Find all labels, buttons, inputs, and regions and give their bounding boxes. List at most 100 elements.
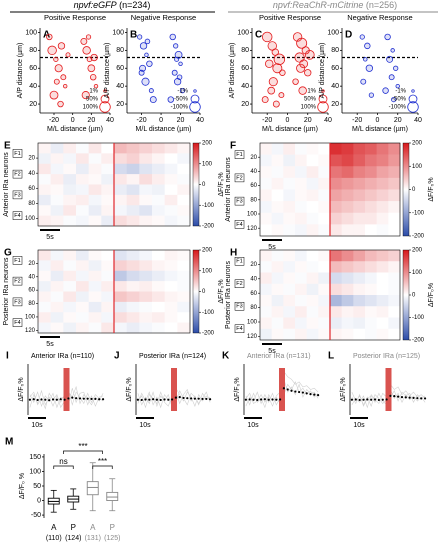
colorbar-label: 0 bbox=[412, 293, 416, 299]
heat-cell bbox=[318, 250, 331, 262]
heat-cell bbox=[114, 250, 127, 261]
mean-point bbox=[86, 397, 89, 400]
heat-cell bbox=[63, 215, 77, 227]
heat-cell bbox=[353, 224, 366, 237]
heat-cell bbox=[341, 250, 354, 262]
header-right: npvf:ReaChR-mCitrine (n=256) bbox=[273, 0, 397, 10]
heat-cell bbox=[306, 328, 319, 341]
mean-point bbox=[267, 398, 270, 401]
heat-cell bbox=[126, 174, 140, 185]
mean-point bbox=[36, 398, 39, 402]
heat-cell bbox=[139, 322, 153, 334]
heat-cell bbox=[271, 295, 284, 307]
heat-cell bbox=[341, 166, 354, 179]
heat-cell bbox=[152, 301, 165, 313]
panel-letter: I bbox=[6, 351, 9, 362]
heat-cell bbox=[88, 301, 102, 313]
heat-cell bbox=[283, 317, 296, 330]
group-box bbox=[12, 169, 23, 179]
panel-letter: E bbox=[4, 141, 11, 152]
heat-cell bbox=[101, 301, 115, 313]
heat-cell bbox=[330, 201, 342, 214]
category-label: A bbox=[51, 523, 57, 532]
heat-cell bbox=[330, 272, 342, 285]
legend-label: 50% bbox=[304, 97, 317, 103]
y-tick-label: 80 bbox=[28, 201, 35, 207]
heat-cell bbox=[38, 143, 51, 154]
y-axis-label: Anterior IRa neurons bbox=[3, 152, 10, 217]
heat-cell bbox=[38, 312, 51, 323]
mean-point bbox=[55, 398, 58, 401]
heat-cell bbox=[63, 174, 77, 185]
heat-cell bbox=[306, 283, 319, 296]
heat-cell bbox=[164, 143, 178, 154]
colorbar-label: -100 bbox=[202, 203, 215, 209]
legend-marker bbox=[99, 101, 111, 113]
group-box bbox=[12, 149, 23, 158]
heat-cell bbox=[101, 322, 115, 334]
x-tick-label: -20 bbox=[49, 117, 59, 124]
heat-cell bbox=[76, 322, 89, 334]
heat-cell bbox=[152, 281, 165, 292]
legend-label: -100% bbox=[171, 105, 189, 111]
point bbox=[90, 53, 98, 62]
heat-cell bbox=[306, 212, 319, 225]
heat-cell bbox=[139, 153, 153, 165]
colorbar-label: 100 bbox=[412, 270, 423, 276]
mean-point bbox=[78, 397, 82, 400]
y-tick-label: 120 bbox=[247, 334, 258, 340]
point bbox=[384, 33, 391, 41]
point bbox=[273, 53, 286, 66]
significance-label: *** bbox=[78, 442, 87, 451]
heat-cell bbox=[376, 283, 389, 296]
mean-point bbox=[389, 394, 392, 397]
heat-cell bbox=[318, 143, 331, 155]
colorbar-title: ΔF/F₀% bbox=[428, 283, 435, 307]
panel-title: Negative Response bbox=[347, 13, 412, 22]
heat-cell bbox=[152, 153, 165, 165]
heat-cell bbox=[76, 250, 89, 261]
heat-cell bbox=[388, 177, 401, 190]
y-tick-label: 40 bbox=[250, 169, 257, 175]
heat-cell bbox=[114, 174, 127, 185]
mean-point bbox=[366, 398, 369, 401]
panel-letter: A bbox=[43, 30, 50, 41]
heat-cell bbox=[88, 215, 102, 227]
heat-cell bbox=[295, 154, 307, 167]
heat-cell bbox=[376, 224, 389, 237]
point bbox=[272, 63, 283, 74]
legend-marker bbox=[193, 89, 197, 93]
x-tick-label: 40 bbox=[106, 117, 114, 124]
mean-point bbox=[193, 397, 196, 400]
heat-cell bbox=[88, 260, 102, 272]
heat-cell bbox=[318, 224, 331, 237]
mean-point bbox=[286, 388, 289, 391]
point bbox=[144, 52, 149, 58]
heat-cell bbox=[330, 166, 342, 179]
colorbar bbox=[402, 142, 410, 237]
heat-cell bbox=[341, 295, 354, 307]
heat-cell bbox=[139, 281, 153, 292]
y-tick-label: 80 bbox=[250, 197, 257, 203]
point bbox=[139, 64, 147, 72]
y-tick-label: 80 bbox=[250, 305, 257, 311]
heat-cell bbox=[177, 312, 191, 323]
heat-cell bbox=[76, 174, 89, 185]
point bbox=[178, 61, 183, 66]
mean-point bbox=[94, 397, 97, 401]
y-tick-label: 40 bbox=[116, 83, 124, 90]
mean-point bbox=[152, 398, 155, 401]
heat-cell bbox=[365, 317, 377, 330]
y-tick-label: 60 bbox=[331, 65, 339, 72]
heat-cell bbox=[376, 154, 389, 167]
heat-cell bbox=[376, 328, 389, 341]
x-tick-label: 20 bbox=[394, 117, 402, 124]
heat-cell bbox=[341, 283, 354, 296]
heat-cell bbox=[365, 261, 377, 273]
heat-cell bbox=[164, 270, 178, 282]
mean-point bbox=[313, 393, 316, 396]
heat-cell bbox=[126, 194, 140, 206]
y-tick-label: 60 bbox=[28, 186, 35, 192]
panel-title: Positive Response bbox=[44, 13, 106, 22]
heat-cell bbox=[38, 194, 51, 206]
